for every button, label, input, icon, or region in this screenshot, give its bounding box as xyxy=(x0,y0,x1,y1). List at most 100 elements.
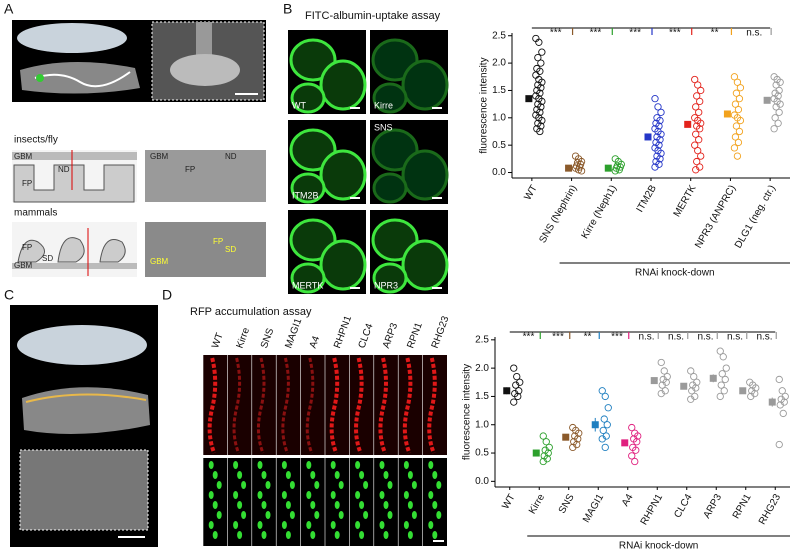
gfp-cell xyxy=(330,461,336,469)
cell-outline xyxy=(319,149,367,201)
data-point xyxy=(628,452,636,460)
cell-outline xyxy=(401,59,449,111)
column-label: RHG23 xyxy=(430,314,452,350)
x-tick-label: MERTK xyxy=(672,183,699,219)
cell-outline xyxy=(290,262,326,294)
data-point xyxy=(615,166,623,174)
data-point xyxy=(697,86,705,95)
gfp-cell xyxy=(208,521,214,529)
column-label: CLC4 xyxy=(357,322,376,350)
gfp-cell xyxy=(411,481,417,489)
image-label: WT xyxy=(292,100,306,110)
gfp-cell xyxy=(383,531,389,539)
gfp-cell xyxy=(403,461,409,469)
data-point xyxy=(691,75,699,84)
data-point xyxy=(569,443,577,452)
gfp-cell xyxy=(241,511,247,519)
gfp-cell xyxy=(289,511,295,519)
gfp-cell xyxy=(334,501,340,509)
uptake-images: WT Kirre ITM2B SNS MERTK NPR3 xyxy=(288,30,449,294)
data-point xyxy=(772,103,780,111)
data-point xyxy=(687,395,695,403)
gfp-cell xyxy=(407,471,413,479)
x-tick-label: WT xyxy=(500,492,517,511)
x-tick-label: DLG1 (neg. ctr.) xyxy=(733,183,778,250)
gfp-cell xyxy=(237,531,243,539)
gfp-cell xyxy=(289,481,295,489)
sem-structure xyxy=(196,22,212,62)
cell-outline xyxy=(319,239,367,291)
x-tick-label: Kirre (Neph1) xyxy=(580,183,620,240)
image-label: MERTK xyxy=(292,280,323,290)
y-tick-label: 1.0 xyxy=(475,419,489,430)
x-tick-label: MAGI1 xyxy=(581,492,606,525)
gfp-cell xyxy=(285,471,291,479)
data-point xyxy=(774,119,782,127)
data-point xyxy=(539,457,547,466)
fly-label: insects/fly xyxy=(14,135,58,146)
larva xyxy=(17,23,127,53)
gfp-cell xyxy=(265,481,271,489)
gfp-cell xyxy=(261,501,267,509)
mammal-label: mammals xyxy=(14,208,57,219)
gfp-cell xyxy=(403,521,409,529)
x-tick-label: Kirre xyxy=(527,492,547,516)
nephrocyte xyxy=(36,74,44,82)
column-label: A4 xyxy=(308,334,323,350)
podocytes xyxy=(17,237,126,263)
gfp-cell xyxy=(387,481,393,489)
data-point xyxy=(692,103,700,111)
mean-marker xyxy=(562,433,570,441)
cell-outline xyxy=(372,172,408,204)
column-label: RPN1 xyxy=(405,321,425,350)
cell-outline xyxy=(319,59,367,111)
data-point xyxy=(604,404,612,412)
data-point xyxy=(690,372,698,381)
gfp-cell xyxy=(330,491,336,499)
data-point xyxy=(688,387,696,395)
gfp-cell xyxy=(233,461,239,469)
data-point xyxy=(778,387,786,395)
sig-label: n.s. xyxy=(756,332,772,343)
panel-letter: B xyxy=(283,1,292,17)
data-point xyxy=(601,392,609,401)
y-tick-label: 0.5 xyxy=(492,140,506,151)
rfp-strip xyxy=(305,357,315,454)
sig-label: n.s. xyxy=(638,332,654,343)
x-tick-label: ITM2B xyxy=(635,183,659,214)
rfp-strip xyxy=(378,357,388,454)
sig-label: n.s. xyxy=(668,332,684,343)
sig-label: *** xyxy=(590,28,602,39)
x-tick-label: CLC4 xyxy=(672,492,695,520)
gfp-cell xyxy=(281,461,287,469)
data-point xyxy=(775,440,783,449)
fly-cell xyxy=(13,164,135,203)
data-point xyxy=(537,59,545,67)
mean-marker xyxy=(644,133,652,141)
data-point xyxy=(716,347,724,355)
x-tick-label: WT xyxy=(522,183,539,202)
sig-label: *** xyxy=(611,332,623,343)
data-point xyxy=(730,144,739,152)
data-point xyxy=(599,426,607,435)
em-label: GBM xyxy=(150,257,169,266)
mean-marker xyxy=(503,387,511,395)
rfp-strip xyxy=(329,357,340,454)
data-point xyxy=(734,105,743,114)
x-tick-label: ARP3 xyxy=(702,492,725,521)
gfp-cell xyxy=(233,521,239,529)
gfp-cell xyxy=(432,471,438,479)
data-point xyxy=(631,457,639,466)
image-label: Kirre xyxy=(374,100,393,110)
mean-marker xyxy=(565,164,573,172)
y-tick-label: 1.5 xyxy=(492,85,506,96)
mean-marker xyxy=(650,377,658,385)
data-point xyxy=(577,167,586,175)
cell-outline xyxy=(401,239,449,291)
fly-em xyxy=(145,150,266,202)
gfp-cell xyxy=(383,471,389,479)
gfp-cell xyxy=(314,511,320,519)
gfp-cell xyxy=(261,531,267,539)
